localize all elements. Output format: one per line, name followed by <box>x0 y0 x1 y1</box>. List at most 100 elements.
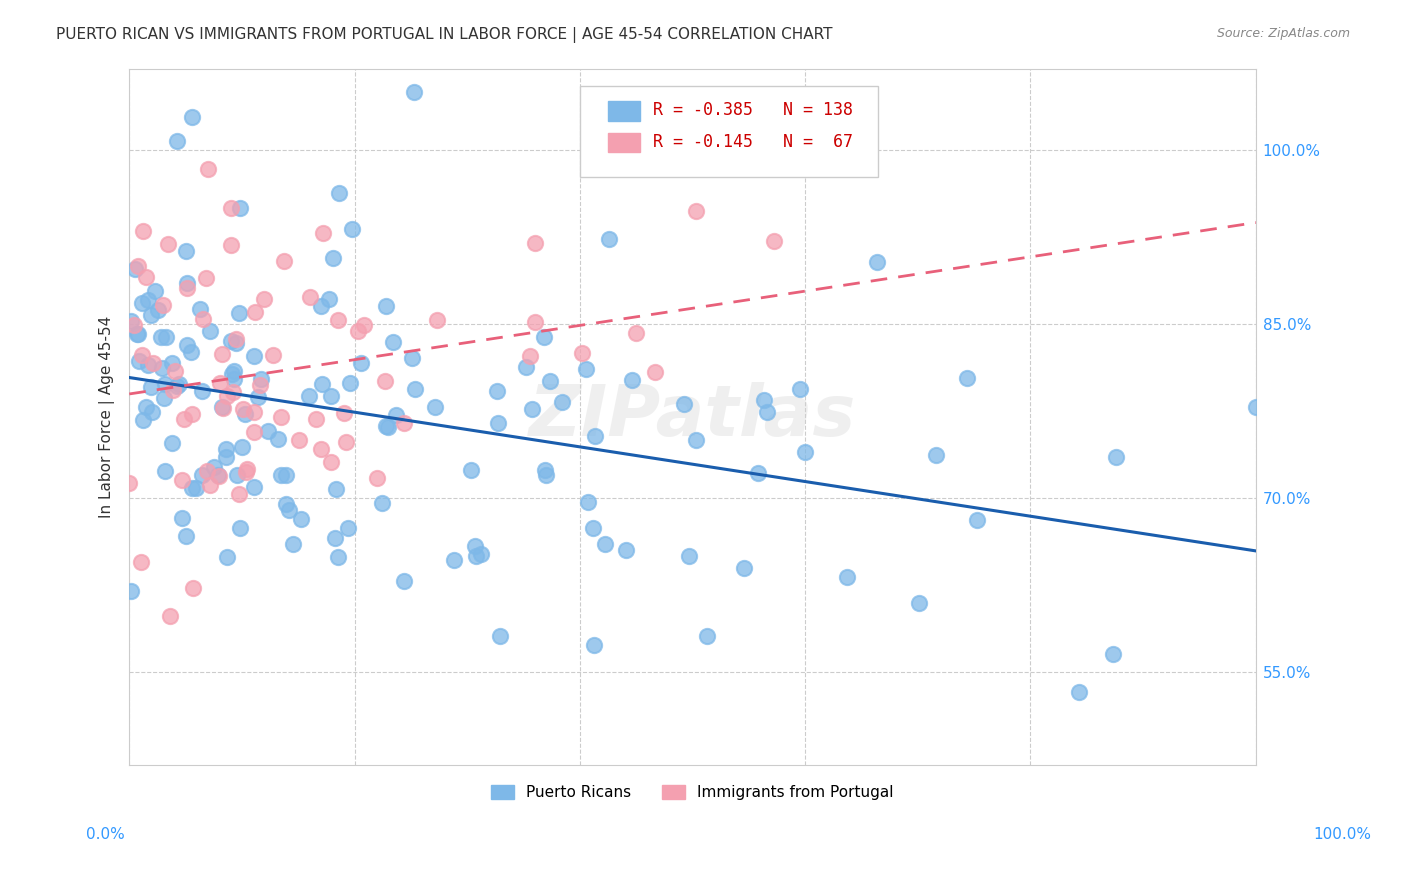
Immigrants from Portugal <box>353 318 375 332</box>
Puerto Ricans <box>794 444 817 458</box>
Puerto Ricans <box>1244 400 1267 414</box>
Puerto Ricans <box>139 309 162 323</box>
Puerto Ricans <box>221 334 243 348</box>
Immigrants from Portugal <box>624 326 647 340</box>
Immigrants from Portugal <box>222 385 245 400</box>
Puerto Ricans <box>350 356 373 370</box>
Immigrants from Portugal <box>131 224 153 238</box>
Puerto Ricans <box>340 221 363 235</box>
Puerto Ricans <box>485 384 508 399</box>
Puerto Ricans <box>131 412 153 426</box>
Puerto Ricans <box>326 549 349 564</box>
Puerto Ricans <box>270 468 292 483</box>
Legend: Puerto Ricans, Immigrants from Portugal: Puerto Ricans, Immigrants from Portugal <box>485 779 900 806</box>
Immigrants from Portugal <box>262 348 284 362</box>
Puerto Ricans <box>281 537 304 551</box>
Puerto Ricans <box>575 362 598 376</box>
Puerto Ricans <box>392 574 415 588</box>
Immigrants from Portugal <box>131 348 153 362</box>
Immigrants from Portugal <box>152 298 174 312</box>
Text: 0.0%: 0.0% <box>86 827 125 841</box>
Puerto Ricans <box>336 520 359 534</box>
Immigrants from Portugal <box>225 332 247 346</box>
Puerto Ricans <box>404 85 426 99</box>
Immigrants from Portugal <box>195 271 218 285</box>
Puerto Ricans <box>673 397 696 411</box>
Immigrants from Portugal <box>374 374 396 388</box>
Puerto Ricans <box>181 481 204 495</box>
Immigrants from Portugal <box>181 582 204 596</box>
Puerto Ricans <box>582 521 605 535</box>
Puerto Ricans <box>747 466 769 480</box>
Immigrants from Portugal <box>135 269 157 284</box>
Puerto Ricans <box>425 401 447 415</box>
Puerto Ricans <box>685 433 707 447</box>
Puerto Ricans <box>443 553 465 567</box>
Puerto Ricans <box>533 463 555 477</box>
Immigrants from Portugal <box>156 236 179 251</box>
Immigrants from Portugal <box>197 161 219 176</box>
FancyBboxPatch shape <box>607 133 640 153</box>
Immigrants from Portugal <box>236 462 259 476</box>
Puerto Ricans <box>381 334 404 349</box>
Text: 100.0%: 100.0% <box>1313 827 1372 841</box>
Puerto Ricans <box>166 379 188 393</box>
Puerto Ricans <box>215 550 238 565</box>
Puerto Ricans <box>160 435 183 450</box>
Puerto Ricans <box>371 496 394 510</box>
Immigrants from Portugal <box>311 442 333 457</box>
Immigrants from Portugal <box>319 455 342 469</box>
Puerto Ricans <box>136 293 159 308</box>
Puerto Ricans <box>224 372 246 386</box>
Puerto Ricans <box>515 360 537 375</box>
Puerto Ricans <box>202 459 225 474</box>
Puerto Ricans <box>465 549 488 563</box>
Puerto Ricans <box>139 380 162 394</box>
Puerto Ricans <box>678 549 700 563</box>
Immigrants from Portugal <box>252 292 274 306</box>
Immigrants from Portugal <box>127 259 149 273</box>
Puerto Ricans <box>298 389 321 403</box>
Immigrants from Portugal <box>200 478 222 492</box>
Puerto Ricans <box>1102 648 1125 662</box>
Immigrants from Portugal <box>129 555 152 569</box>
Puerto Ricans <box>191 384 214 399</box>
Puerto Ricans <box>155 330 177 344</box>
Puerto Ricans <box>135 400 157 414</box>
Puerto Ricans <box>598 232 620 246</box>
Puerto Ricans <box>614 543 637 558</box>
Immigrants from Portugal <box>273 253 295 268</box>
Puerto Ricans <box>257 424 280 438</box>
Immigrants from Portugal <box>243 305 266 319</box>
Immigrants from Portugal <box>142 356 165 370</box>
Puerto Ricans <box>277 502 299 516</box>
Text: R = -0.145   N =  67: R = -0.145 N = 67 <box>652 133 853 151</box>
Puerto Ricans <box>243 349 266 363</box>
Puerto Ricans <box>150 330 173 344</box>
Puerto Ricans <box>120 314 142 328</box>
Immigrants from Portugal <box>335 435 357 450</box>
Puerto Ricans <box>180 111 202 125</box>
Puerto Ricans <box>229 521 252 535</box>
Puerto Ricans <box>131 296 153 310</box>
Puerto Ricans <box>311 376 333 391</box>
Puerto Ricans <box>489 629 512 643</box>
Puerto Ricans <box>155 464 177 478</box>
Puerto Ricans <box>924 448 946 462</box>
Puerto Ricans <box>576 495 599 509</box>
Puerto Ricans <box>153 377 176 392</box>
Puerto Ricans <box>143 284 166 298</box>
Puerto Ricans <box>908 596 931 610</box>
Immigrants from Portugal <box>763 234 786 248</box>
Puerto Ricans <box>224 364 246 378</box>
Puerto Ricans <box>534 467 557 482</box>
Immigrants from Portugal <box>299 290 322 304</box>
Puerto Ricans <box>188 301 211 316</box>
Puerto Ricans <box>323 531 346 545</box>
Immigrants from Portugal <box>346 325 368 339</box>
Immigrants from Portugal <box>571 346 593 360</box>
Puerto Ricans <box>174 244 197 258</box>
Immigrants from Portugal <box>118 475 141 490</box>
Puerto Ricans <box>167 376 190 391</box>
Puerto Ricans <box>377 420 399 434</box>
